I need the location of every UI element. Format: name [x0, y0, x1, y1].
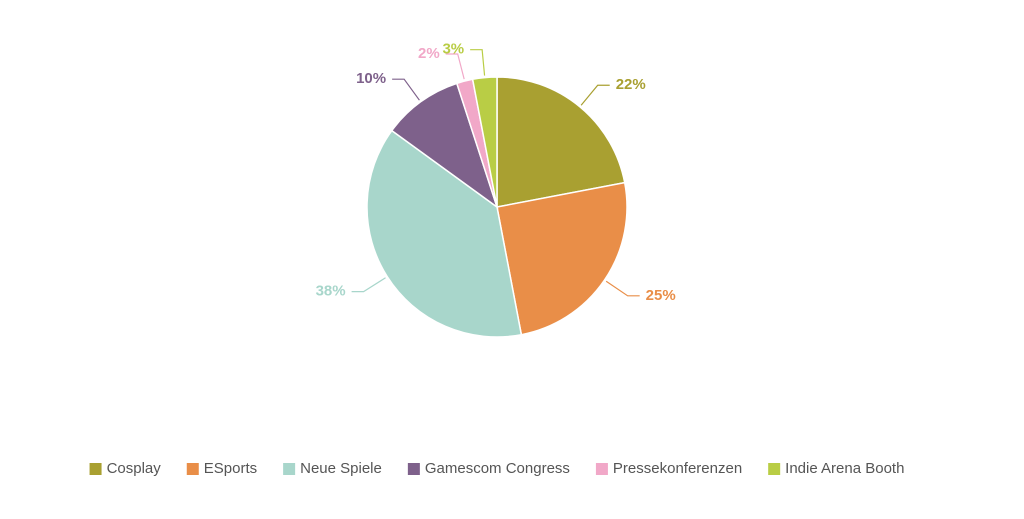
legend-item[interactable]: ESports: [186, 460, 257, 477]
pie-slice: [390, 82, 499, 209]
legend-label: Cosplay: [107, 460, 162, 477]
legend-label: Gamescom Congress: [425, 460, 570, 477]
legend-label: Indie Arena Booth: [785, 460, 904, 477]
legend: Cosplay ESports Neue Spiele Gamescom Congre…: [89, 460, 904, 477]
leader-line: [605, 280, 640, 297]
data-label: 22%: [616, 76, 646, 93]
data-label: 2%: [418, 45, 440, 62]
legend-swatch: [768, 463, 781, 475]
pie-slice: [496, 76, 626, 208]
leader-line: [445, 53, 465, 80]
pie: 22% 25% 38% 10% 2% 3%: [316, 41, 676, 338]
legend-label: Pressekonferenzen: [613, 460, 742, 477]
leader-line: [392, 78, 420, 101]
pie-slice: [496, 181, 628, 336]
data-label: 10%: [356, 70, 386, 87]
legend-swatch: [407, 463, 420, 475]
pie-slice: [471, 76, 498, 208]
leader-line: [351, 277, 386, 293]
legend-item[interactable]: Pressekonferenzen: [595, 460, 742, 477]
legend-item[interactable]: Gamescom Congress: [407, 460, 570, 477]
legend-swatch: [595, 463, 608, 475]
legend-item[interactable]: Indie Arena Booth: [768, 460, 904, 477]
legend-swatch: [89, 463, 102, 475]
data-label: 3%: [442, 41, 464, 58]
data-label: 38%: [316, 283, 346, 300]
legend-swatch: [186, 463, 199, 475]
legend-item[interactable]: Cosplay: [89, 460, 162, 477]
pie-slice: [366, 129, 523, 338]
legend-item[interactable]: Neue Spiele: [283, 460, 382, 477]
leader-line: [470, 49, 486, 76]
legend-label: Neue Spiele: [300, 460, 382, 477]
leader-line: [580, 84, 610, 106]
legend-swatch: [283, 463, 296, 475]
legend-label: ESports: [204, 460, 257, 477]
data-label: 25%: [646, 287, 676, 304]
